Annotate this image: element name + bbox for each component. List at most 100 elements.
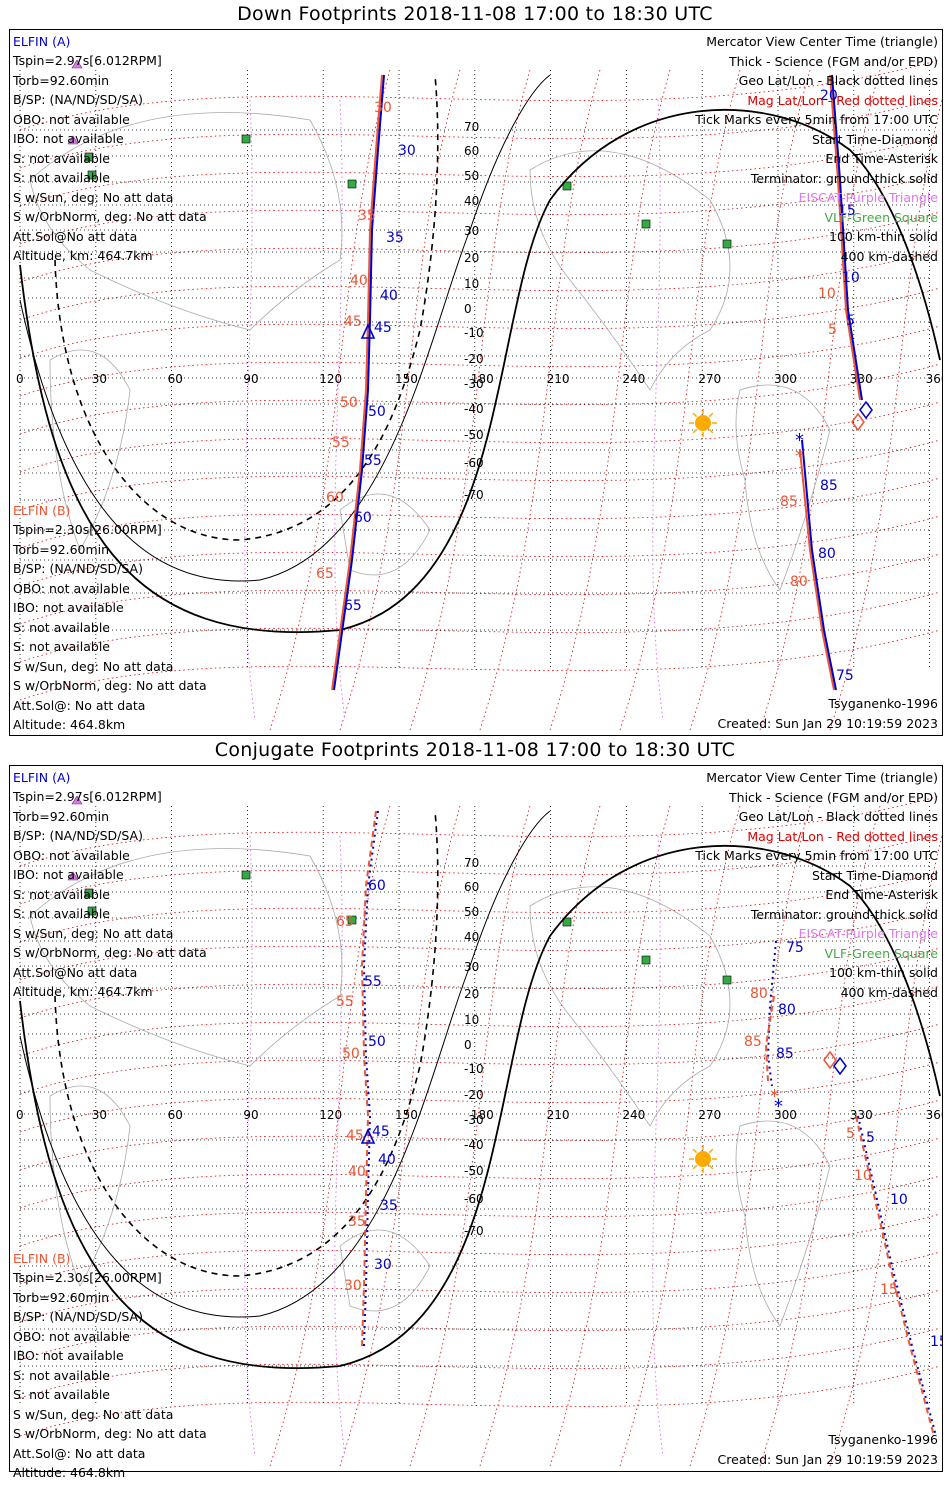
longitude-tick-label: 0 [16,1108,24,1122]
terminator-100km-line [19,74,551,582]
vlf-green-square [722,975,732,985]
tick-time-label: 45 [372,1124,390,1140]
tick-time-label: 50 [368,1034,386,1050]
elfin-b-info-line: Torb=92.60min [13,541,110,557]
tick-time-label: 40 [380,288,398,304]
terminator-ground-line [19,109,941,634]
mag-longitude-line [269,69,391,731]
mag-latitude-line [19,629,941,701]
legend-item: Geo Lat/Lon - Black dotted lines [738,809,938,824]
latitude-tick-label: 50 [464,905,479,919]
tick-time-label: 50 [340,395,358,411]
elfin-b-info-line: Att.Sol@: No att data [13,697,146,713]
mag-longitude-line [269,805,391,1467]
latitude-tick-label: 50 [464,169,479,183]
mag-latitude-line [19,1327,941,1399]
end-time-asterisk: * [795,430,804,451]
end-time-asterisk: * [774,1096,783,1117]
tick-time-label: 55 [364,453,382,469]
elfin-a-info-line: B/SP: (NA/ND/SD/SA) [13,828,143,843]
legend-item: 400 km-dashed [840,248,938,264]
longitude-tick-label: 60 [168,372,183,386]
longitude-tick-label: 90 [243,372,258,386]
latitude-tick-label: -50 [464,428,484,442]
latitude-tick-label: 60 [464,144,479,158]
elfin-b-header: ELFIN (B) [13,503,71,518]
longitude-tick-label: 240 [622,372,645,386]
legend-item: End Time-Asterisk [825,887,938,902]
elfin-b-track [331,74,383,691]
elfin-b-info-line: OBO: not available [13,1328,130,1344]
elfin-a-info-line: Att.Sol@No att data [13,228,138,244]
tick-time-label: 35 [386,230,404,246]
elfin-b-info-line: S w/OrbNorm, deg: No att data [13,1426,207,1441]
legend-item: Start Time-Diamond [811,131,938,147]
longitude-tick-label: 300 [774,372,797,386]
mag-latitude-line [19,909,941,981]
mag-latitude-line [19,553,941,625]
tick-time-label: 85 [744,1034,762,1050]
mag-latitude-line [19,795,941,867]
tick-time-label: 30 [374,1257,392,1273]
legend-item: Geo Lat/Lon - Black dotted lines [738,73,938,88]
legend-item: Tick Marks every 5min from 17:00 UTC [695,848,938,863]
elfin-b-info-line: IBO: not available [13,1348,124,1363]
elfin-a-header: ELFIN (A) [13,34,71,49]
longitude-tick-label: 30 [92,1108,107,1122]
start-time-diamond [833,1056,847,1076]
eiscat-purple-triangle [67,871,79,881]
end-time-asterisk: * [795,446,804,467]
tick-time-label: 60 [368,878,386,894]
elfin-a-info-line: S: not available [13,906,110,921]
tick-time-label: 80 [778,1002,796,1018]
tick-time-label: 65 [344,598,362,614]
tick-time-label: 85 [776,1046,794,1062]
mag-longitude-line [619,805,741,1467]
model-label: Tsyganenko-1996 [828,1432,938,1447]
elfin-a-info-line: Att.Sol@No att data [13,964,138,980]
sun-ray [708,1164,714,1170]
tick-time-label: 65 [316,566,334,582]
vlf-green-square [641,219,651,229]
end-time-asterisk: * [770,1086,779,1107]
mag-latitude-line [19,401,941,473]
tick-time-label: 55 [332,435,350,451]
sun-ray [692,1164,698,1170]
elfin-b-info-line: B/SP: (NA/ND/SD/SA) [13,561,143,576]
latitude-tick-label: 70 [464,120,479,134]
tick-time-label: 40 [348,1164,366,1180]
latitude-tick-label: -10 [464,1062,484,1076]
south-america-outline [735,384,831,591]
elfin-b-track [360,810,377,1347]
mag-latitude-line [19,287,941,359]
latitude-tick-label: -30 [464,377,484,391]
latitude-tick-label: -50 [464,1164,484,1178]
eiscat-guide-line [652,99,664,721]
tick-time-label: 45 [346,1128,364,1144]
north-america-outline [529,886,731,1127]
mag-latitude-line [19,173,941,245]
tick-time-label: 15 [838,203,856,219]
latitude-tick-label: 20 [464,987,479,1001]
elfin-b-info-line: Tspin=2.30s[26.00RPM] [13,1270,162,1285]
eiscat-purple-triangle [71,795,83,805]
start-time-diamond [851,412,865,432]
mag-longitude-line [339,805,461,1467]
mag-longitude-line [479,805,601,1467]
tick-time-label: 55 [336,994,354,1010]
latitude-tick-label: 0 [464,1038,472,1052]
elfin-b-info-line: S: not available [13,619,110,635]
longitude-tick-label: 180 [471,372,494,386]
tick-time-label: 60 [326,490,344,506]
mag-latitude-line [19,985,941,1057]
latitude-tick-label: 0 [464,302,472,316]
legend-item: VLF-Green Square [824,945,938,961]
latitude-tick-label: 70 [464,856,479,870]
mag-longitude-line [829,98,942,731]
legend: Mercator View Center Time (triangle) Thi… [695,32,938,266]
tick-time-label: 65 [336,914,354,930]
tick-time-label: 10 [818,286,836,302]
elfin-a-track [857,1115,937,1437]
elfin-b-info-line: S: not available [13,639,110,654]
tick-time-label: 5 [828,322,837,338]
